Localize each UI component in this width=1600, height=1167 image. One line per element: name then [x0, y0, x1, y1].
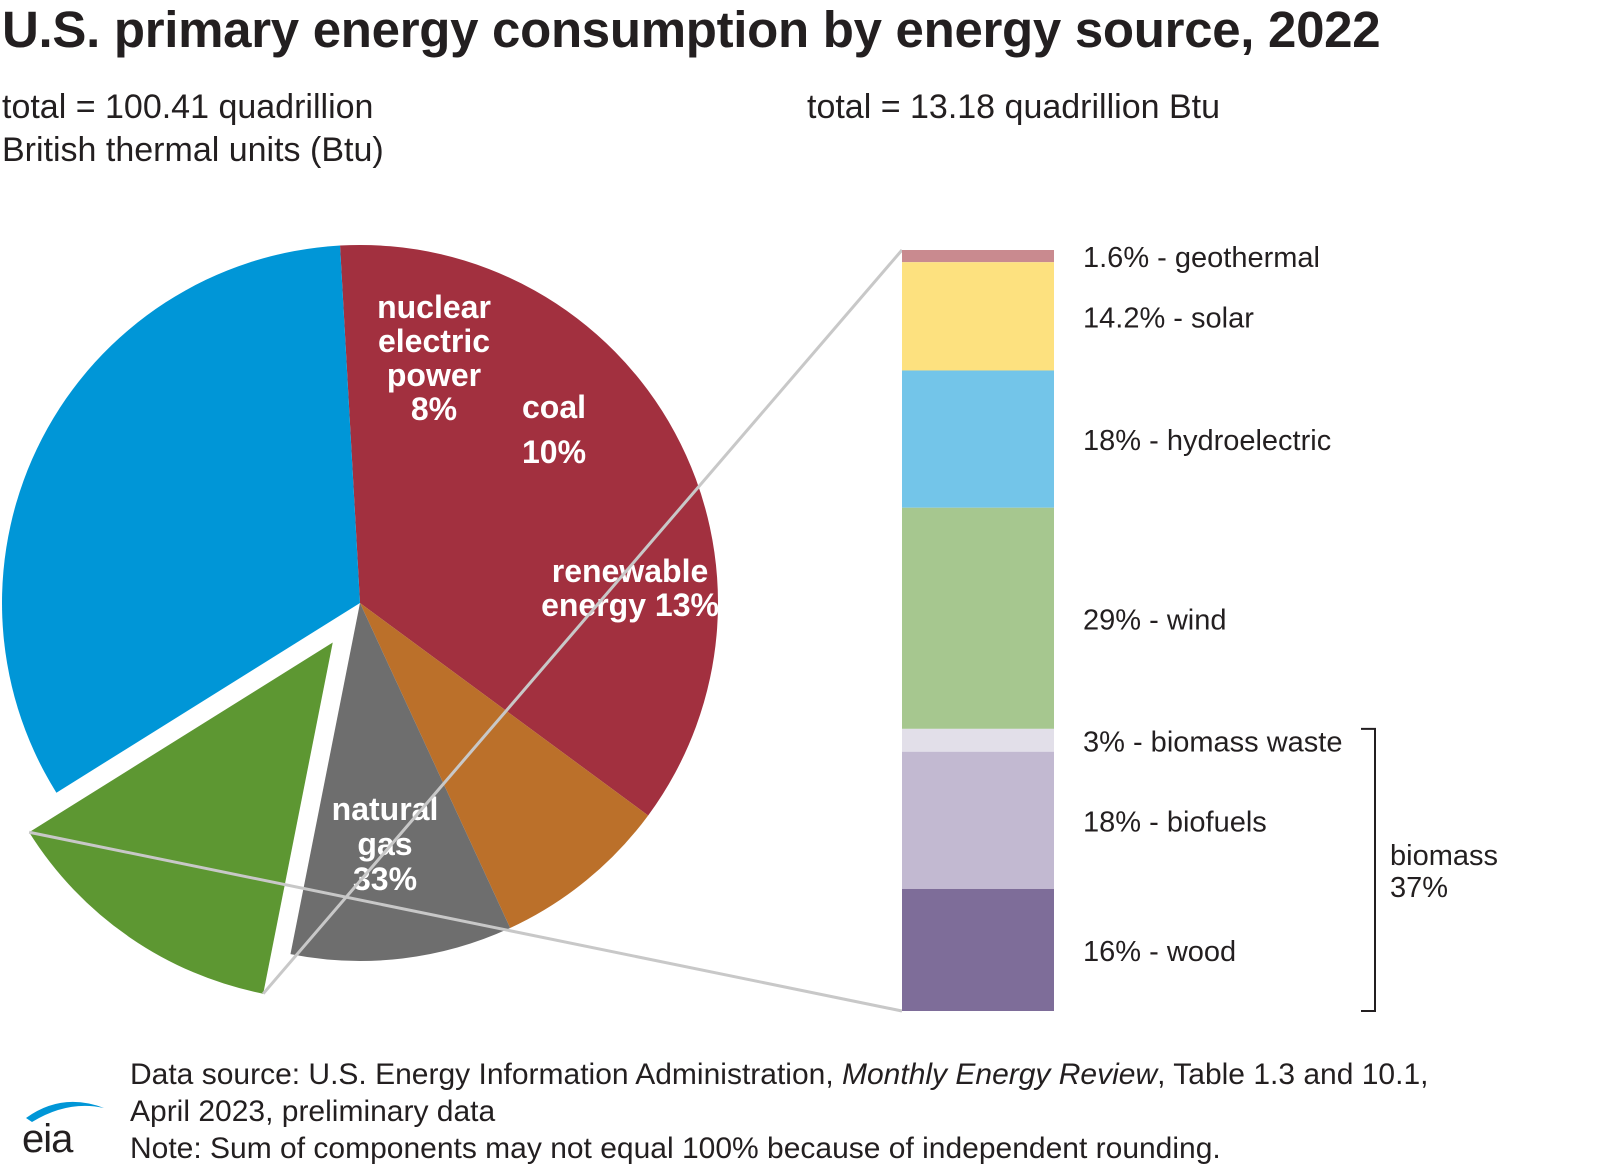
- bar-label-wind: 29% - wind: [1083, 604, 1226, 636]
- pie-chart: petroleum36%nuclearelectricpower8%coal10…: [2, 245, 719, 994]
- pie-label-renewable-energy: renewable energy 13%: [541, 553, 719, 623]
- source-line-1: Data source: U.S. Energy Information Adm…: [130, 1056, 1428, 1093]
- pie-label-coal: coal 10%: [522, 389, 586, 470]
- bar-label-solar: 14.2% - solar: [1083, 302, 1254, 334]
- pie-label-line: coal: [522, 389, 586, 425]
- bar-segment-biofuels: [902, 751, 1054, 889]
- eia-logo: eia: [22, 1101, 104, 1158]
- connector-line-bottom: [28, 830, 903, 1013]
- pie-label-line: nuclear: [377, 289, 491, 325]
- bar-label-hydroelectric: 18% - hydroelectric: [1083, 425, 1331, 457]
- source-publication: Monthly Energy Review: [842, 1058, 1158, 1091]
- biomass-group-label-line: biomass: [1390, 840, 1498, 872]
- bar-segment-wind: [902, 507, 1054, 729]
- pie-label-line: 10%: [522, 434, 586, 470]
- source-prefix: Data source: U.S. Energy Information Adm…: [130, 1058, 842, 1091]
- footer-note: Note: Sum of components may not equal 10…: [130, 1132, 1221, 1165]
- footer-source: Data source: U.S. Energy Information Adm…: [130, 1056, 1428, 1167]
- pie-label-line: power: [387, 357, 481, 393]
- bar-label-biomass-waste: 3% - biomass waste: [1083, 726, 1343, 758]
- source-suffix: , Table 1.3 and 10.1,: [1157, 1058, 1429, 1091]
- pie-label-nuclear-electric-power: nuclear electric power 8%: [377, 289, 491, 427]
- bar-label-wood: 16% - wood: [1083, 936, 1236, 968]
- pie-total-label: total = 100.41 quadrillion British therm…: [2, 86, 384, 172]
- biomass-bracket: [1361, 727, 1376, 1012]
- connector-line-top: [262, 249, 904, 995]
- bar-segment-biomass-waste: [902, 728, 1054, 752]
- pie-slice-natural-gas: [2, 245, 361, 793]
- pie-label-line: electric: [378, 323, 490, 359]
- pie-label-line: energy 13%: [541, 587, 719, 623]
- pie-label-line: renewable: [552, 553, 709, 589]
- pie-label-natural-gas: natural gas 33%: [332, 791, 439, 897]
- biomass-group-label-line: 37%: [1390, 872, 1448, 904]
- logo-text: eia: [22, 1117, 74, 1158]
- bar-segment-solar: [902, 262, 1054, 371]
- stacked-bar-chart: 1.6% - geothermal 14.2% - solar 18% - hydr…: [902, 242, 1498, 1012]
- bar-total-label: total = 13.18 quadrillion Btu: [807, 88, 1221, 126]
- pie-total-line-1: total = 100.41 quadrillion: [2, 88, 374, 126]
- biomass-group-label: biomass 37%: [1390, 840, 1498, 904]
- pie-slice-petroleum: [340, 245, 719, 816]
- pie-slice-nuclear-electric-power: [360, 603, 649, 928]
- pie-slice-coal: [290, 603, 511, 961]
- logo-swoosh-icon: [26, 1101, 104, 1122]
- bar-segment-wood: [902, 888, 1054, 1011]
- bar-segment-hydroelectric: [902, 370, 1054, 508]
- source-line-2: April 2023, preliminary data: [130, 1095, 496, 1128]
- chart-title: U.S. primary energy consumption by energ…: [2, 1, 1381, 58]
- connector-lines: [28, 249, 904, 1013]
- bar-segment-geothermal: [902, 250, 1054, 263]
- pie-slice-renewable-energy: [29, 642, 333, 994]
- pie-total-line-2: British thermal units (Btu): [2, 131, 384, 169]
- bar-label-geothermal: 1.6% - geothermal: [1083, 242, 1320, 274]
- bar-label-biofuels: 18% - biofuels: [1083, 806, 1267, 838]
- pie-label-line: 8%: [411, 391, 457, 427]
